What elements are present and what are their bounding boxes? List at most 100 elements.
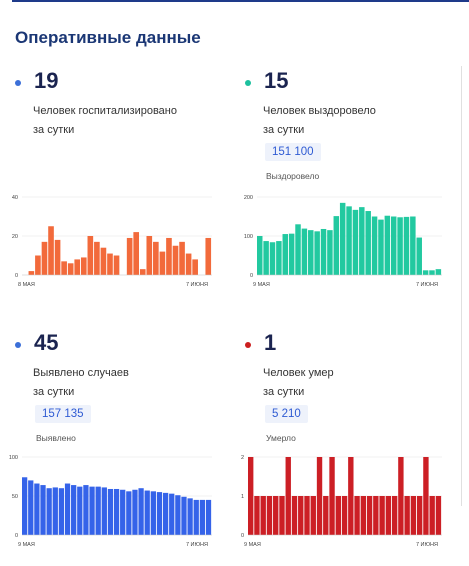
died-chart: 0 1 2 9 МАЯ 7 ИЮНЯ: [241, 455, 442, 548]
bar: [48, 226, 54, 275]
bar: [35, 255, 41, 275]
bar: [360, 496, 367, 535]
bar: [101, 487, 107, 535]
bar: [276, 241, 282, 275]
bar: [113, 255, 120, 275]
bar: [327, 230, 333, 275]
bar: [133, 232, 140, 275]
card-died: 1 Человек умер за сутки 5 210 Умерло: [245, 330, 455, 560]
x-start-label: 9 МАЯ: [253, 282, 270, 288]
x-end-label: 7 ИЮНЯ: [186, 542, 208, 548]
bar: [83, 485, 89, 535]
bar: [67, 263, 74, 275]
card-hospitalized: 19 Человек госпитализировано за сутки: [15, 68, 225, 298]
bar: [46, 488, 52, 535]
total-label: Выздоровело: [266, 171, 320, 181]
bar: [352, 209, 359, 275]
bar: [391, 496, 398, 535]
card-description: Человек госпитализировано за сутки: [33, 105, 177, 136]
daily-number: 19: [34, 68, 59, 93]
bar: [146, 236, 153, 275]
bar: [94, 241, 100, 275]
card-recovered: 15 Человек выздоровело за сутки 151 100 …: [245, 68, 455, 298]
bar: [282, 234, 289, 275]
x-start-label: 9 МАЯ: [244, 542, 261, 548]
bar: [138, 488, 144, 535]
status-dot: [245, 342, 251, 348]
bar: [366, 496, 373, 535]
bar: [28, 271, 35, 275]
bar: [298, 496, 304, 535]
y-tick-label: 100: [9, 455, 18, 461]
bar: [397, 217, 403, 275]
daily-number: 45: [34, 330, 59, 355]
bar: [365, 211, 371, 275]
bar: [333, 216, 340, 275]
y-tick-label: 200: [244, 195, 253, 201]
bar: [316, 457, 323, 535]
bar: [373, 496, 379, 535]
bar: [248, 457, 254, 535]
card-description: Человек выздоровело за сутки: [263, 105, 376, 136]
bar: [416, 496, 423, 535]
x-start-label: 9 МАЯ: [18, 542, 35, 548]
bar: [41, 241, 48, 275]
y-tick-label: 100: [244, 234, 253, 240]
y-tick-label: 1: [241, 494, 244, 500]
bar: [257, 236, 263, 275]
bar: [423, 457, 429, 535]
bar: [273, 496, 279, 535]
bar: [335, 496, 341, 535]
bar: [398, 457, 404, 535]
total-label: Выявлено: [36, 433, 76, 443]
bar: [339, 202, 346, 275]
daily-number: 15: [264, 68, 289, 93]
bar: [192, 259, 198, 275]
bar: [304, 496, 310, 535]
bar: [341, 496, 348, 535]
y-tick-label: 20: [12, 234, 18, 240]
bar: [71, 485, 77, 535]
bar: [416, 237, 422, 275]
bar: [22, 477, 28, 535]
bar: [77, 486, 83, 535]
bar: [260, 496, 266, 535]
bar: [323, 496, 329, 535]
bar: [181, 496, 187, 535]
bar: [266, 496, 273, 535]
bar: [139, 269, 146, 275]
right-divider: [461, 66, 462, 506]
y-tick-label: 0: [241, 533, 244, 539]
bar: [52, 487, 58, 535]
x-end-label: 7 ИЮНЯ: [416, 282, 438, 288]
total-badge: 5 210: [265, 405, 308, 423]
bar: [156, 492, 163, 535]
bar: [132, 489, 138, 535]
bar: [89, 486, 95, 535]
bar: [263, 241, 269, 275]
bar: [107, 253, 113, 275]
bar: [40, 485, 46, 535]
bar: [54, 239, 61, 275]
total-label: Умерло: [266, 433, 296, 443]
top-accent-line: [12, 0, 469, 2]
status-dot: [245, 80, 251, 86]
bar: [179, 241, 185, 275]
bar: [80, 257, 87, 275]
x-start-label: 8 МАЯ: [18, 282, 35, 288]
status-dot: [15, 342, 21, 348]
x-end-label: 7 ИЮНЯ: [416, 542, 438, 548]
y-tick-label: 2: [241, 455, 244, 461]
bar: [205, 237, 212, 275]
bar: [354, 496, 360, 535]
bar: [310, 496, 316, 535]
bar: [429, 270, 435, 275]
bar: [291, 496, 298, 535]
bar: [107, 488, 114, 535]
bar: [61, 261, 67, 275]
bar: [308, 230, 314, 275]
y-tick-label: 0: [15, 533, 18, 539]
bar: [359, 207, 365, 275]
bar: [254, 496, 260, 535]
bar: [144, 490, 150, 535]
